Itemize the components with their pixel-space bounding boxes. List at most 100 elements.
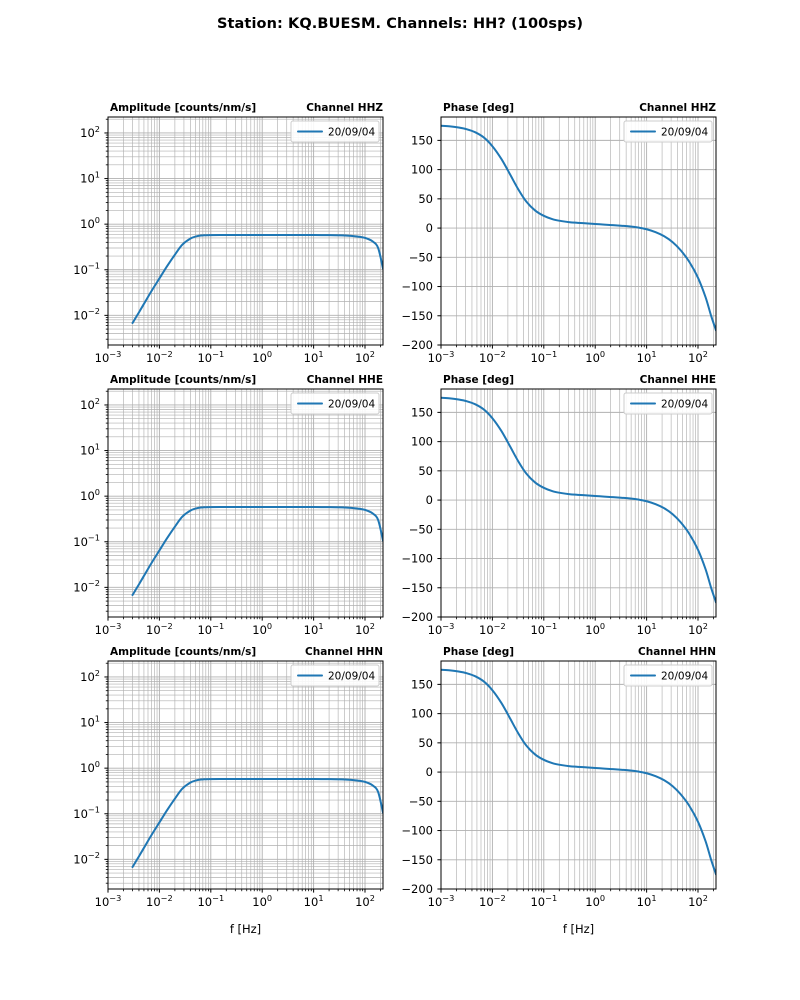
phase-axes-hhz: 10−3 10−2 10−1 100 101 102 150 100 50 0 −50 −100 −15… (401, 102, 717, 365)
amplitude-legend-box (290, 664, 380, 687)
amplitude-xlabel: f [Hz] (230, 922, 261, 936)
amplitude-y-tick-label: 101 (80, 169, 100, 185)
phase-x-tick-label: 102 (688, 893, 708, 909)
phase-y-tick-label: 50 (418, 464, 433, 478)
amplitude-response-curve (131, 505, 383, 596)
phase-axes-title: Phase [deg] (443, 646, 514, 658)
amplitude-legend-box (290, 120, 380, 143)
amplitude-y-tick-label: 10−2 (73, 306, 100, 322)
amplitude-grid-minor (108, 661, 383, 889)
phase-x-ticks: 10−3 10−2 10−1 100 101 102 (428, 889, 714, 909)
amplitude-x-tick-label: 102 (355, 349, 375, 365)
amplitude-legend: 20/09/04 (290, 664, 380, 687)
phase-x-ticks: 10−3 10−2 10−1 100 101 102 (428, 345, 714, 365)
amplitude-response-curve (131, 233, 383, 324)
phase-x-tick-label: 102 (688, 349, 708, 365)
amplitude-grid-major (107, 389, 383, 617)
phase-y-tick-label: 50 (418, 192, 433, 206)
phase-y-tick-label: 0 (426, 221, 433, 235)
amplitude-y-tick-label: 10−1 (73, 805, 100, 821)
amplitude-y-tick-label: 100 (80, 487, 100, 503)
phase-x-tick-label: 102 (688, 621, 708, 637)
phase-y-tick-label: −150 (401, 581, 433, 595)
phase-response-curve (441, 124, 716, 332)
phase-x-tick-label: 10−1 (530, 893, 557, 909)
phase-y-tick-label: −50 (409, 522, 433, 536)
amplitude-grid-minor (108, 117, 383, 345)
amplitude-x-tick-label: 10−3 (95, 893, 122, 909)
phase-plot-frame (440, 116, 717, 346)
phase-y-tick-label: −50 (409, 794, 433, 808)
phase-y-ticks: 150 100 50 0 −50 −100 −150 −200 (401, 133, 441, 352)
amplitude-y-tick-label: 101 (80, 713, 100, 729)
amplitude-x-tick-label: 101 (304, 893, 324, 909)
phase-y-tick-label: 0 (426, 765, 433, 779)
phase-legend: 20/09/04 (623, 120, 713, 143)
amplitude-legend-label: 20/09/04 (328, 127, 375, 139)
amplitude-legend: 20/09/04 (290, 120, 380, 143)
amplitude-x-tick-label: 10−1 (197, 349, 224, 365)
amplitude-x-tick-label: 100 (252, 349, 272, 365)
phase-y-tick-label: −100 (401, 552, 433, 566)
phase-y-tick-label: 150 (411, 677, 433, 691)
amplitude-axes-hhn: 10−3 10−2 10−1 100 101 102 102 101 100 10−1 10−2 Am… (73, 646, 384, 936)
amplitude-y-tick-label: 10−1 (73, 261, 100, 277)
amplitude-x-tick-label: 10−2 (146, 349, 173, 365)
phase-legend: 20/09/04 (623, 664, 713, 687)
phase-legend-label: 20/09/04 (661, 671, 708, 683)
phase-response-curve (441, 668, 716, 876)
amplitude-y-tick-label: 102 (80, 124, 100, 140)
amplitude-axes-title: Amplitude [counts/nm/s] (110, 102, 256, 114)
amplitude-x-tick-label: 10−3 (95, 621, 122, 637)
phase-channel-label: Channel HHN (638, 646, 716, 658)
amplitude-channel-label: Channel HHE (307, 374, 383, 386)
amplitude-x-tick-label: 10−1 (197, 621, 224, 637)
amplitude-y-tick-label: 101 (80, 441, 100, 457)
phase-x-tick-label: 101 (637, 349, 657, 365)
amplitude-y-tick-label: 10−1 (73, 533, 100, 549)
phase-plot-background (441, 117, 716, 345)
phase-plot-background (441, 389, 716, 617)
phase-y-tick-label: 150 (411, 405, 433, 419)
phase-x-ticks: 10−3 10−2 10−1 100 101 102 (428, 617, 714, 637)
amplitude-axes-hhe: 10−3 10−2 10−1 100 101 102 102 101 100 10−1 10−2 Am… (73, 374, 384, 637)
amplitude-legend-label: 20/09/04 (328, 671, 375, 683)
phase-x-tick-label: 10−3 (428, 349, 455, 365)
phase-plot-frame (440, 388, 717, 618)
amplitude-x-tick-label: 101 (304, 621, 324, 637)
phase-y-tick-label: 100 (411, 163, 433, 177)
phase-legend-box (623, 392, 713, 415)
amplitude-axes-title: Amplitude [counts/nm/s] (110, 646, 256, 658)
phase-grid-minor (456, 389, 714, 617)
amplitude-y-tick-label: 100 (80, 215, 100, 231)
phase-x-tick-label: 10−3 (428, 621, 455, 637)
phase-channel-label: Channel HHE (640, 374, 716, 386)
phase-x-tick-label: 10−1 (530, 349, 557, 365)
amplitude-x-ticks: 10−3 10−2 10−1 100 101 102 (95, 889, 381, 909)
amplitude-y-ticks: 102 101 100 10−1 10−2 (73, 662, 108, 884)
phase-y-tick-label: 0 (426, 493, 433, 507)
phase-y-tick-label: 50 (418, 736, 433, 750)
phase-x-tick-label: 100 (585, 893, 605, 909)
phase-legend-box (623, 120, 713, 143)
amplitude-y-ticks: 102 101 100 10−1 10−2 (73, 118, 108, 340)
amplitude-y-tick-label: 10−2 (73, 578, 100, 594)
phase-y-tick-label: −100 (401, 824, 433, 838)
phase-channel-label: Channel HHZ (639, 102, 716, 114)
phase-x-tick-label: 10−1 (530, 621, 557, 637)
phase-axes-hhn: 10−3 10−2 10−1 100 101 102 150 100 50 0 −50 −100 −15… (401, 646, 717, 936)
phase-y-tick-label: −150 (401, 309, 433, 323)
phase-axes-title: Phase [deg] (443, 102, 514, 114)
amplitude-axes-title: Amplitude [counts/nm/s] (110, 374, 256, 386)
phase-plot-frame (440, 660, 717, 890)
phase-x-tick-label: 100 (585, 349, 605, 365)
phase-legend: 20/09/04 (623, 392, 713, 415)
phase-legend-label: 20/09/04 (661, 127, 708, 139)
phase-x-tick-label: 10−2 (479, 621, 506, 637)
phase-axes-title: Phase [deg] (443, 374, 514, 386)
phase-grid-minor (456, 661, 714, 889)
phase-xlabel: f [Hz] (563, 922, 594, 936)
amplitude-y-tick-label: 10−2 (73, 850, 100, 866)
figure-suptitle: Station: KQ.BUESM. Channels: HH? (100sps… (216, 16, 584, 32)
